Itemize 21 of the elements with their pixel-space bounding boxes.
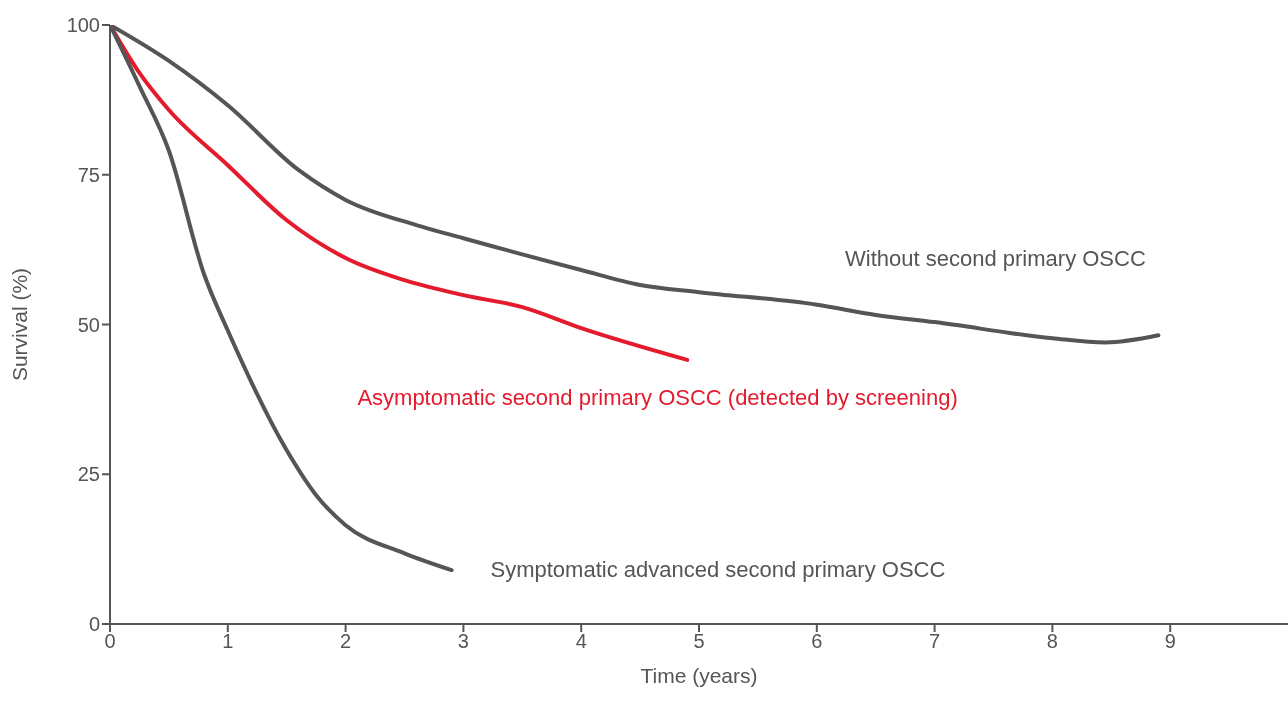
x-tick-label: 1 [222,630,234,653]
y-tick-label: 100 [66,14,100,37]
line-series [110,25,690,362]
series-label: Without second primary OSCC [845,245,1146,271]
x-tick-label: 7 [929,630,941,653]
y-tick-label: 25 [77,463,100,486]
x-tick-label: 2 [340,630,352,653]
x-tick-label: 9 [1164,630,1176,653]
x-axis-title: Time (years) [640,664,758,687]
x-tick-label: 8 [1046,630,1058,653]
x-tick-label: 4 [575,630,587,653]
series-label: Asymptomatic second primary OSCC (detected by screening) [357,384,958,410]
x-tick-label: 6 [811,630,823,653]
y-tick-label: 75 [77,163,100,186]
y-tick-label: 0 [88,613,100,636]
x-tick-label: 5 [693,630,705,653]
x-tick-label: 0 [104,630,116,653]
x-tick-label: 3 [457,630,469,653]
series-label: Symptomatic advanced second primary OSCC [490,557,946,583]
y-axis-title: Survival (%) [8,267,32,382]
y-tick-label: 50 [77,313,100,336]
